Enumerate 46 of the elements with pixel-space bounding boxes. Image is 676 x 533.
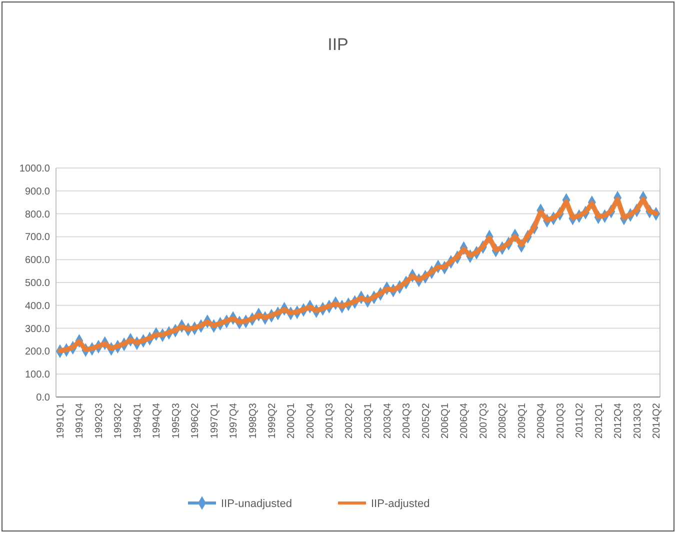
x-tick-label: 2006Q4 [459,402,470,439]
y-tick-label: 100.0 [24,370,50,381]
x-tick-label: 1996Q2 [190,402,202,439]
y-tick-label: 1000.0 [19,164,50,174]
x-tick-label: 2014Q2 [652,402,662,439]
y-tick-label: 300.0 [24,324,50,335]
x-tick-label: 2011Q2 [574,402,586,438]
x-tick-label: 2000Q4 [305,402,316,439]
y-tick-label: 800.0 [24,209,50,220]
x-tick-label: 2002Q2 [344,402,355,439]
x-tick-label: 1994Q4 [152,402,163,439]
x-tick-label: 2012Q4 [613,402,624,439]
x-tick-label: 1995Q3 [170,402,182,439]
x-tick-label: 2003Q4 [382,402,394,439]
x-tick-label: 2000Q1 [286,402,298,439]
legend-label: IIP-unadjusted [221,498,292,510]
x-tick-label: 2010Q3 [555,402,566,439]
x-tick-label: 2012Q1 [594,402,605,439]
x-tick-label: 2007Q3 [478,402,490,439]
x-tick-label: 1997Q1 [209,402,220,439]
x-tick-label: 1998Q3 [248,402,259,439]
x-tick-label: 1992Q3 [94,402,105,439]
legend-label: IIP-adjusted [371,498,430,510]
y-tick-label: 900.0 [24,186,50,198]
x-tick-label: 1991Q1 [56,402,66,439]
x-tick-label: 2006Q1 [440,402,452,439]
x-tick-label: 2009Q1 [516,402,528,439]
x-tick-label: 2001Q3 [324,402,336,439]
x-tick-label: 2009Q4 [536,402,548,439]
y-tick-label: 200.0 [24,346,50,358]
x-tick-label: 1993Q2 [113,402,124,439]
y-tick-label: 400.0 [24,300,50,312]
chart-title: IIP [328,35,348,54]
x-tick-label: 1999Q2 [266,402,278,439]
x-tick-label: 1994Q1 [132,402,144,439]
y-tick-label: 500.0 [24,278,50,289]
x-tick-label: 1991Q4 [74,402,86,439]
y-tick-label: 0.0 [36,392,50,404]
x-tick-label: 2003Q1 [363,402,374,439]
x-tick-label: 2013Q3 [632,402,644,439]
x-tick-label: 2005Q2 [420,402,432,439]
y-tick-label: 600.0 [24,255,50,266]
y-tick-label: 700.0 [24,232,50,244]
x-tick-label: 1997Q4 [228,402,240,439]
x-tick-label: 2008Q2 [498,402,509,439]
x-tick-label: 2004Q3 [402,402,413,439]
